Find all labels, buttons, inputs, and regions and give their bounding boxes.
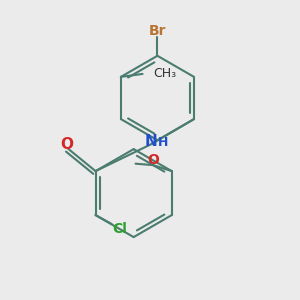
Text: H: H <box>158 136 168 149</box>
Text: N: N <box>145 134 157 148</box>
Text: O: O <box>60 137 73 152</box>
Text: O: O <box>147 153 159 167</box>
Text: Cl: Cl <box>112 222 128 236</box>
Text: CH₃: CH₃ <box>154 67 177 80</box>
Text: Br: Br <box>149 24 166 38</box>
